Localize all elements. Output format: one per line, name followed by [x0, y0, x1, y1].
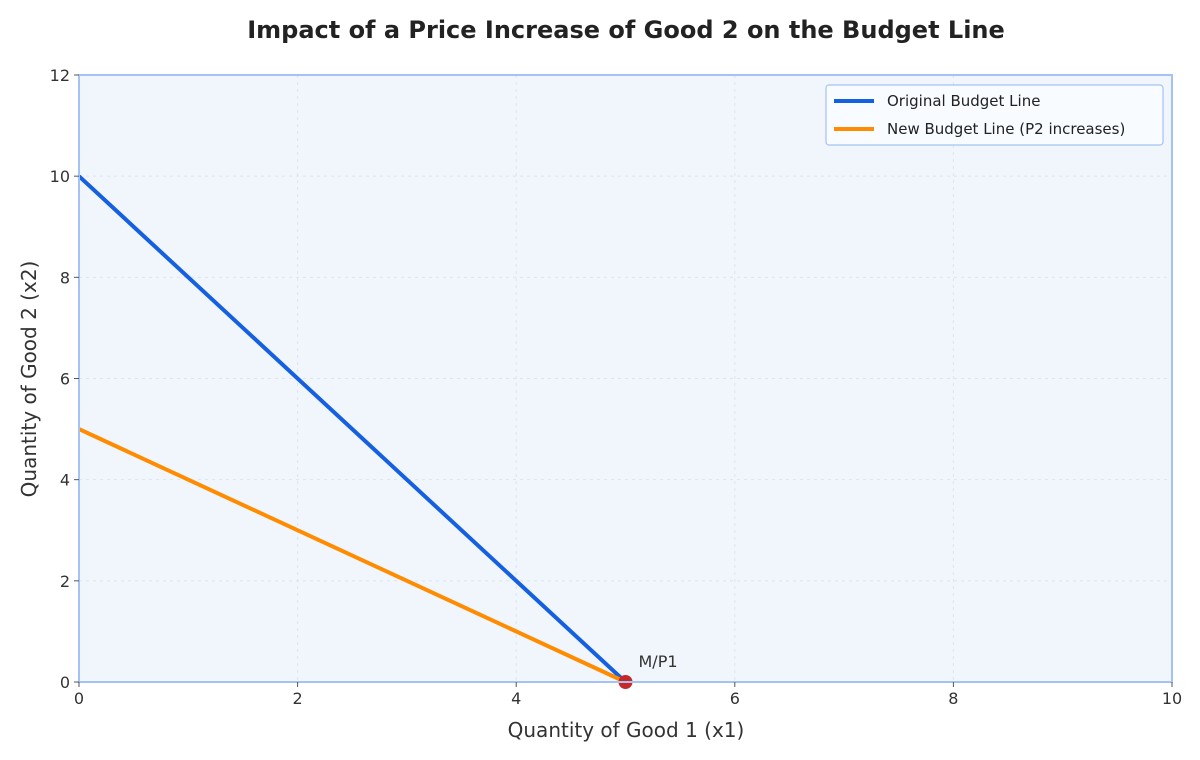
x-tick-label: 4 [511, 689, 521, 708]
series-layer [77, 174, 627, 684]
y-tick-label: 8 [60, 268, 70, 287]
y-tick-label: 2 [60, 572, 70, 591]
y-axis-label: Quantity of Good 2 (x2) [17, 261, 41, 498]
x-tick-label: 10 [1162, 689, 1182, 708]
y-tick-label: 4 [60, 471, 70, 490]
x-tick-label: 8 [948, 689, 958, 708]
chart-title: Impact of a Price Increase of Good 2 on … [247, 16, 1005, 44]
legend-entry-label: Original Budget Line [887, 92, 1040, 110]
x-axis-ticks: 0 2 4 6 8 10 [74, 682, 1182, 708]
series-line-2 [78, 427, 627, 684]
intercept-label: M/P1 [639, 652, 678, 671]
x-tick-label: 0 [74, 689, 84, 708]
y-tick-label: 10 [50, 167, 70, 186]
y-tick-label: 6 [60, 370, 70, 389]
series-line-1 [77, 174, 627, 684]
x-axis-label: Quantity of Good 1 (x1) [508, 718, 745, 742]
y-tick-label: 12 [50, 66, 70, 85]
y-tick-label: 0 [60, 673, 70, 692]
x-tick-label: 6 [730, 689, 740, 708]
legend-entry-label: New Budget Line (P2 increases) [887, 120, 1125, 138]
legend-box [825, 84, 1164, 146]
y-axis-ticks: 0 2 4 6 8 10 12 [50, 66, 79, 692]
x-tick-label: 2 [293, 689, 303, 708]
legend: Original Budget Line New Budget Line (P2 … [825, 84, 1164, 146]
